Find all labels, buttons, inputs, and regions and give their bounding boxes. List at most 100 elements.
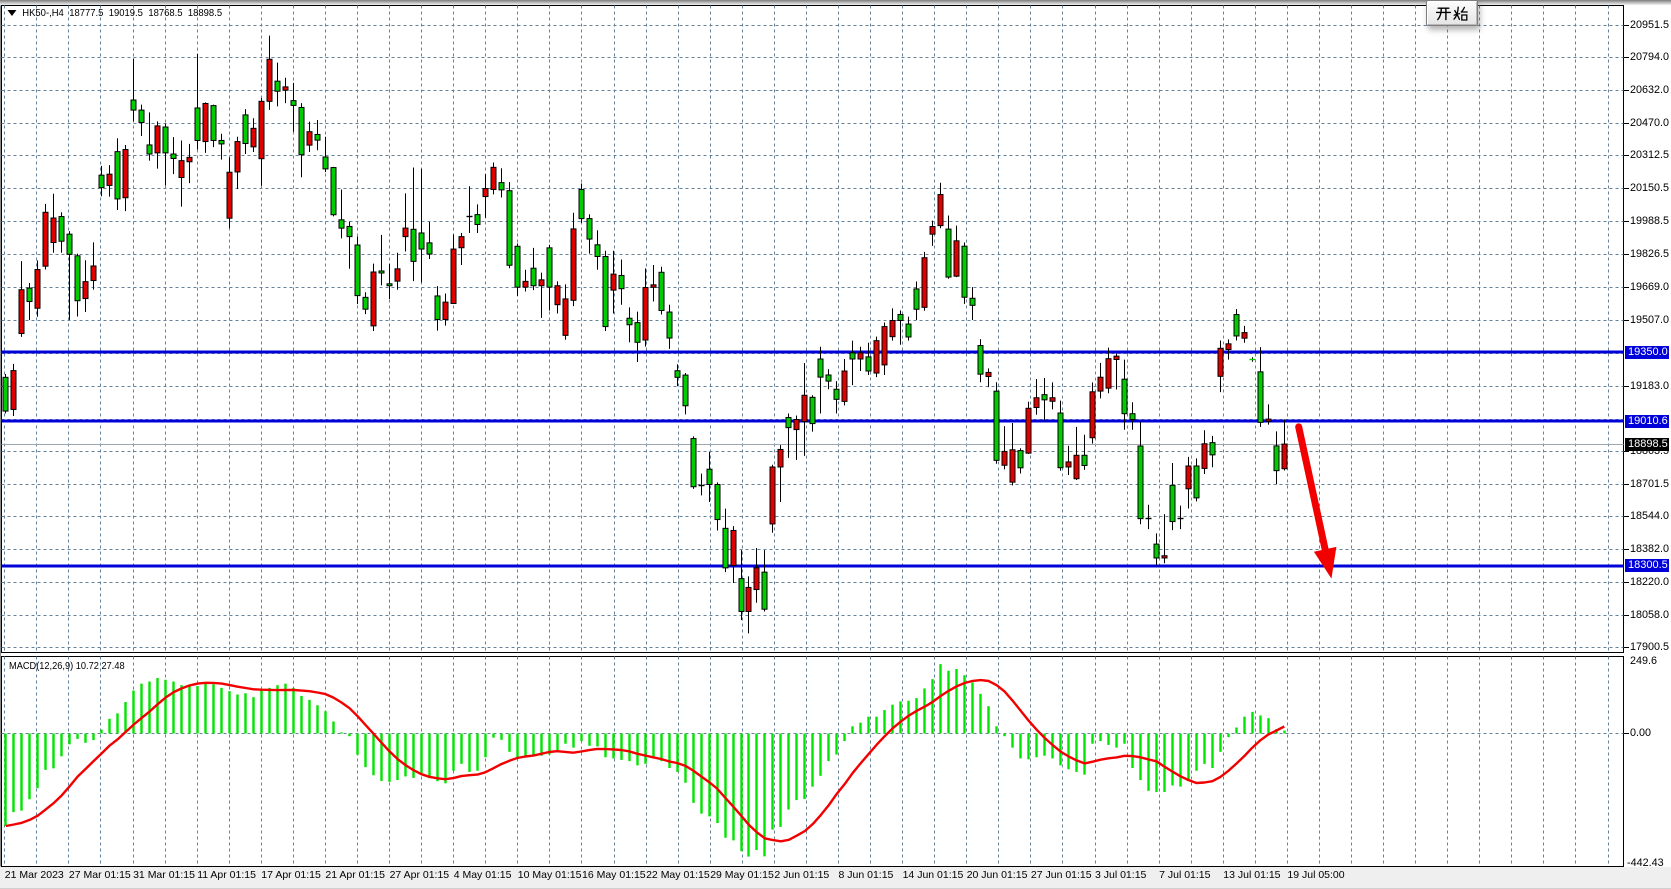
time-axis-label: 14 Jun 01:15 xyxy=(902,869,964,881)
price-tick-label: 18382.0 xyxy=(1630,542,1670,555)
candle-body xyxy=(1097,376,1104,392)
price-tick-label: 19183.0 xyxy=(1630,379,1670,392)
candle-body xyxy=(322,156,329,170)
price-tick-label: 17900.5 xyxy=(1630,640,1670,653)
candle-body xyxy=(1265,418,1272,422)
time-axis-label: 21 Apr 01:15 xyxy=(325,869,385,881)
candle-body xyxy=(370,271,377,327)
candle-body xyxy=(650,284,657,288)
candle-body xyxy=(634,322,641,343)
price-tick-label: 18220.0 xyxy=(1630,575,1670,588)
ohlc-low: 18768.5 xyxy=(148,7,183,19)
support-resistance-line[interactable] xyxy=(1,564,1624,568)
time-axis-label: 27 Mar 01:15 xyxy=(68,869,131,881)
candle-body xyxy=(1161,555,1168,559)
candle-body xyxy=(937,194,944,227)
main-pane[interactable] xyxy=(1,5,1624,653)
candle-body xyxy=(905,323,912,338)
window-top-edge xyxy=(0,0,1671,5)
candle-body xyxy=(1185,465,1192,490)
annotation-arrow[interactable] xyxy=(1295,423,1337,579)
macd-main-value: 10.72 xyxy=(75,660,99,672)
candle-body xyxy=(849,352,856,360)
candle-body xyxy=(146,144,153,155)
candle-body xyxy=(921,257,928,308)
candle-body xyxy=(722,527,729,569)
candle-body xyxy=(777,448,784,468)
support-resistance-line[interactable] xyxy=(1,350,1624,354)
candle-body xyxy=(58,216,65,242)
candle-body xyxy=(1121,378,1128,415)
ohlc-high: 19019.5 xyxy=(108,7,143,19)
candle-body xyxy=(753,567,760,591)
candle-body xyxy=(274,80,281,92)
time-axis-label: 7 Jul 01:15 xyxy=(1159,869,1211,881)
candle-body xyxy=(282,86,289,91)
candle-body xyxy=(801,394,808,423)
candle-body xyxy=(250,127,257,148)
symbol-dropdown-icon[interactable] xyxy=(7,9,17,17)
candle-body xyxy=(130,99,137,111)
macd-signal-line xyxy=(5,678,1285,843)
time-axis-label: 31 Mar 01:15 xyxy=(133,869,195,881)
chart-title: HK50-,H4 18777.5 19019.5 18768.5 18898.5 xyxy=(7,7,222,19)
candle-body xyxy=(1081,454,1088,466)
candle-body xyxy=(1113,355,1120,361)
candle-body xyxy=(1009,449,1016,483)
candle-body xyxy=(498,182,505,191)
macd-indicator-label: MACD(12,26,9) 10.72 27.48 xyxy=(9,660,125,672)
candle-body xyxy=(889,319,896,338)
arrow-head xyxy=(1313,546,1337,579)
candle-body xyxy=(194,107,201,141)
candle-body xyxy=(738,578,745,612)
candle-body xyxy=(945,228,952,278)
candle-body xyxy=(338,219,345,229)
candle-body xyxy=(1257,371,1264,423)
candle-body xyxy=(90,265,97,282)
candle-body xyxy=(386,283,393,287)
candle-body xyxy=(586,218,593,240)
time-axis-label: 20 Jun 01:15 xyxy=(966,869,1028,881)
candle-body xyxy=(298,106,305,156)
price-tick-label: 20312.5 xyxy=(1630,149,1670,162)
candle-body xyxy=(138,109,145,124)
candle-body xyxy=(234,141,241,173)
candle-body xyxy=(1065,461,1072,468)
candle-body xyxy=(618,274,625,290)
candle-body xyxy=(74,255,81,302)
candle-body xyxy=(1049,397,1056,402)
candle-body xyxy=(1129,413,1136,421)
candle-body xyxy=(562,298,569,336)
candle-body xyxy=(602,255,609,328)
candle-body xyxy=(610,273,617,291)
time-axis-label: 10 May 01:15 xyxy=(517,869,582,881)
candle-body xyxy=(122,149,129,199)
candle-body xyxy=(1233,314,1240,337)
candle-body xyxy=(82,281,89,300)
hline-price-label: 19350.0 xyxy=(1625,345,1669,359)
candle-body xyxy=(1073,454,1080,480)
candle-body xyxy=(793,419,800,431)
candle-body xyxy=(34,269,41,309)
candle-body xyxy=(514,245,521,288)
candle-body xyxy=(10,370,17,410)
candle-body xyxy=(570,228,577,301)
start-button[interactable] xyxy=(1426,0,1478,26)
price-tick-label: 18701.5 xyxy=(1630,477,1670,490)
candle-body xyxy=(817,358,824,378)
candle-body xyxy=(1025,407,1032,454)
candle-body xyxy=(42,211,49,267)
candle-body xyxy=(730,529,737,567)
candle-body xyxy=(642,286,649,341)
ohlc-open: 18777.5 xyxy=(69,7,104,19)
candle-body xyxy=(522,280,529,288)
current-price-label: 18898.5 xyxy=(1625,437,1669,451)
candle-body xyxy=(785,416,792,429)
macd-name: MACD(12,26,9) xyxy=(9,660,74,672)
candle-body xyxy=(162,126,169,154)
time-axis-label: 21 Mar 2023 xyxy=(4,869,64,881)
hline-price-label: 18300.5 xyxy=(1625,559,1669,573)
price-tick-label: 20794.0 xyxy=(1630,51,1670,64)
price-tick-label: 18863.5 xyxy=(1630,444,1670,457)
